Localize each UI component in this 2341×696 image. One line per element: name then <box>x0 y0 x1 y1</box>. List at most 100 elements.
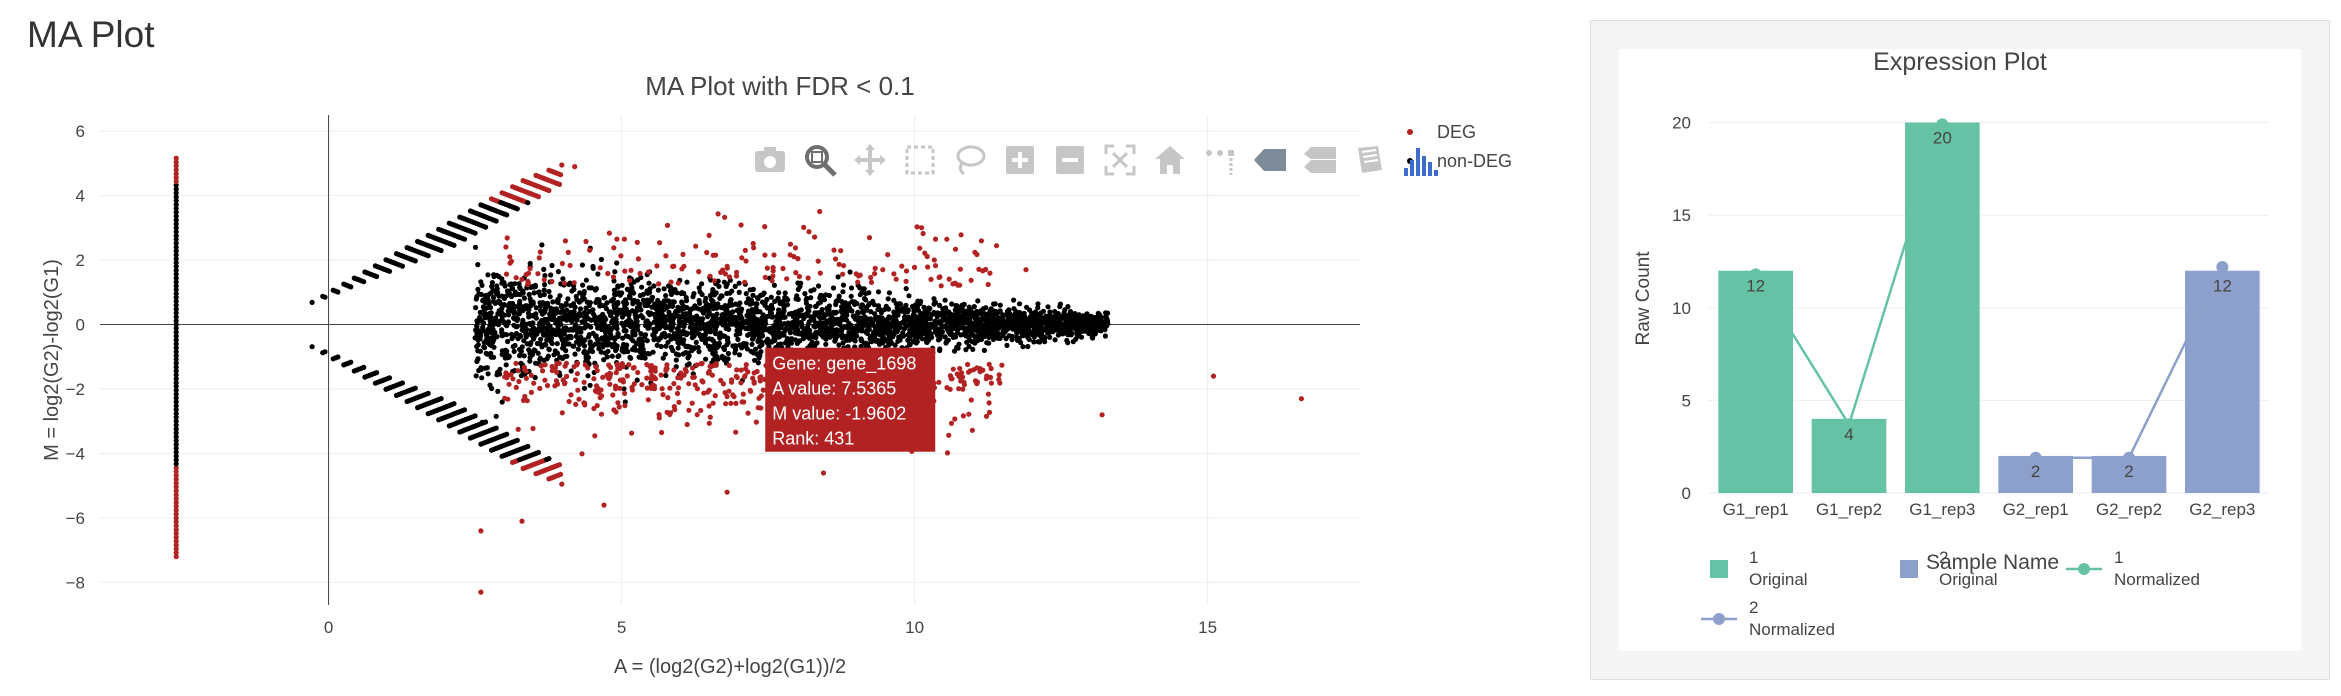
deg-point <box>722 271 729 277</box>
non-deg-point <box>918 331 924 337</box>
non-deg-point <box>668 336 674 342</box>
non-deg-point <box>494 283 500 289</box>
legend-item-deg[interactable]: DEG <box>1407 122 1476 142</box>
non-deg-point <box>585 316 591 322</box>
y-tick-label: 6 <box>76 122 85 141</box>
y-tick-label: 20 <box>1672 114 1691 133</box>
non-deg-point <box>699 291 705 298</box>
non-deg-point <box>399 263 405 269</box>
hover-closest-icon[interactable] <box>1250 140 1290 180</box>
non-deg-point <box>875 303 882 309</box>
non-deg-point <box>877 323 883 329</box>
non-deg-point <box>173 194 179 200</box>
box-select-icon[interactable] <box>900 140 940 180</box>
non-deg-point <box>1072 326 1078 332</box>
non-deg-point <box>634 299 640 305</box>
non-deg-point <box>620 308 627 314</box>
non-deg-point <box>1043 324 1050 330</box>
deg-point <box>831 247 837 253</box>
deg-point <box>948 420 955 426</box>
hover-compare-icon[interactable] <box>1300 140 1340 180</box>
deg-point <box>173 538 179 544</box>
non-deg-point <box>173 395 179 401</box>
scatter-points <box>173 155 1304 595</box>
deg-point <box>173 515 179 521</box>
non-deg-point <box>1032 325 1038 332</box>
deg-point <box>587 247 593 253</box>
non-deg-point <box>723 322 730 328</box>
non-deg-point <box>553 328 559 334</box>
non-deg-point <box>565 327 571 333</box>
non-deg-point <box>852 316 858 322</box>
deg-point <box>740 391 746 397</box>
non-deg-point <box>1092 331 1098 337</box>
non-deg-point <box>757 309 763 315</box>
non-deg-point <box>558 332 564 338</box>
non-deg-point <box>526 291 532 298</box>
non-deg-point <box>821 320 827 326</box>
non-deg-point <box>638 274 644 281</box>
deg-point <box>519 276 525 282</box>
deg-point <box>620 377 626 383</box>
deg-point <box>960 413 967 419</box>
non-deg-point <box>752 357 758 363</box>
autoscale-icon[interactable] <box>1100 140 1140 180</box>
legend-item-normalized-1[interactable]: 1 Normalized <box>2066 548 2200 589</box>
deg-point <box>911 264 918 270</box>
toggle-spike-lines-icon[interactable] <box>1200 140 1240 180</box>
chart-title: MA Plot with FDR < 0.1 <box>645 71 914 101</box>
bar-g1-rep3[interactable] <box>1905 122 1980 494</box>
pan-icon[interactable] <box>850 140 890 180</box>
zoom-icon[interactable] <box>800 140 840 180</box>
deg-point <box>592 433 598 439</box>
non-deg-point <box>750 286 757 292</box>
non-deg-point <box>973 336 979 342</box>
deg-point <box>619 363 625 369</box>
non-deg-point <box>776 290 782 296</box>
non-deg-point <box>490 326 496 332</box>
non-deg-point <box>521 338 527 344</box>
non-deg-point <box>797 319 804 326</box>
non-deg-point <box>461 236 468 242</box>
zoom-out-icon[interactable] <box>1050 140 1090 180</box>
bar-g2-rep3[interactable] <box>2185 270 2260 493</box>
deg-point <box>996 372 1002 378</box>
non-deg-point <box>608 298 615 304</box>
non-deg-point <box>926 337 932 343</box>
non-deg-point <box>831 320 837 327</box>
deg-point <box>173 480 179 486</box>
non-deg-point <box>863 297 869 303</box>
deg-point <box>581 400 587 406</box>
deg-point <box>974 379 981 385</box>
camera-icon[interactable] <box>750 140 790 180</box>
deg-point <box>671 381 677 387</box>
deg-point <box>634 239 640 245</box>
x-tick-label: 0 <box>324 618 333 637</box>
non-deg-point <box>572 351 578 357</box>
expression-plot-svg[interactable]: 0 5 10 15 20 Expression Plot Raw Count G1_rep1 G… <box>1619 49 2301 651</box>
non-deg-point <box>715 278 721 284</box>
deg-point <box>173 472 179 478</box>
legend-item-original-2[interactable]: 2 Original <box>1900 548 1998 589</box>
reset-axes-icon[interactable] <box>1150 140 1190 180</box>
edit-chart-icon[interactable] <box>1350 140 1390 180</box>
non-deg-point <box>630 338 636 344</box>
plot-modebar <box>750 140 1440 180</box>
non-deg-point <box>709 336 715 342</box>
deg-point <box>988 380 995 386</box>
deg-point <box>546 187 552 194</box>
bar-g1-rep1[interactable] <box>1718 270 1793 493</box>
y-axis-label: M = log2(G2)-log2(G1) <box>41 259 63 461</box>
deg-point <box>554 369 560 375</box>
non-deg-point <box>931 322 937 329</box>
deg-point <box>817 270 823 276</box>
plotly-logo-icon[interactable] <box>1400 140 1440 180</box>
zoom-in-icon[interactable] <box>1000 140 1040 180</box>
ma-plot-svg[interactable]: −8 −6 −4 −2 0 2 4 6 0 5 10 15 A = (log2(G2)+log2(G1)… <box>0 60 1570 696</box>
non-deg-point <box>910 339 916 345</box>
bar-g1-rep2[interactable] <box>1811 418 1887 493</box>
legend-item-original-1[interactable]: 1 Original <box>1710 548 1808 589</box>
legend-item-normalized-2[interactable]: 2 Normalized <box>1701 598 1835 639</box>
lasso-select-icon[interactable] <box>950 140 990 180</box>
deg-point <box>728 400 734 406</box>
